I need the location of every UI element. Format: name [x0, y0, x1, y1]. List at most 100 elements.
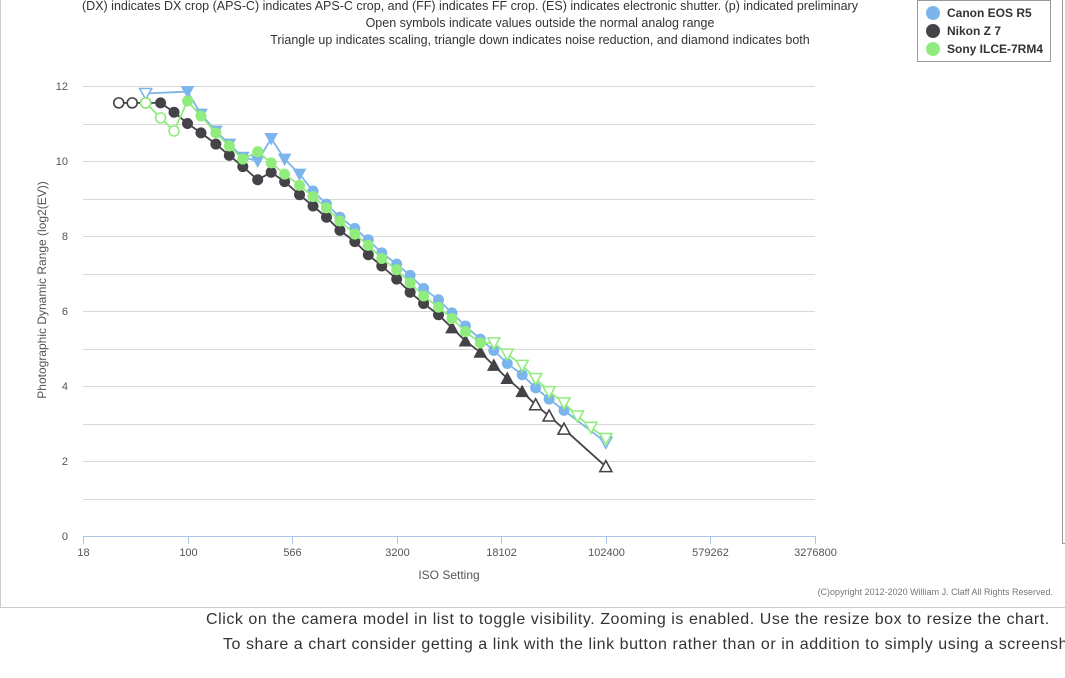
legend-item-sony-ilce-7rm4[interactable]: Sony ILCE-7RM4 [926, 40, 1044, 58]
y-tick-label: 2 [62, 456, 68, 468]
legend-label: Canon EOS R5 [947, 6, 1032, 20]
x-tick-label: 18 [77, 547, 89, 559]
y-tick-label: 0 [62, 531, 68, 543]
data-point [404, 286, 416, 298]
data-point [514, 359, 530, 374]
data-point [210, 138, 222, 150]
data-point [474, 337, 486, 349]
legend: Canon EOS R5 Nikon Z 7 Sony ILCE-7RM4 [917, 0, 1051, 62]
data-point [252, 146, 264, 158]
y-tick-label: 6 [62, 306, 68, 318]
data-point [294, 179, 306, 191]
data-point [279, 168, 291, 180]
grid-layer [83, 86, 815, 500]
data-point [445, 320, 459, 334]
legend-swatch-canon [926, 6, 940, 20]
data-point [195, 127, 207, 139]
data-point [458, 333, 473, 347]
data-point [265, 166, 277, 178]
data-point [223, 140, 235, 152]
legend-swatch-sony [926, 42, 940, 56]
x-tick-label: 18102 [486, 547, 517, 559]
series-1 [112, 97, 614, 473]
x-tick-label: 102400 [588, 547, 625, 559]
x-tick-label: 100 [179, 547, 197, 559]
dynamic-range-chart[interactable]: (DX) indicates DX crop (APS-C) indicates… [1, 0, 1065, 608]
series-layer [112, 86, 614, 473]
data-point [598, 432, 614, 447]
data-point [541, 408, 557, 422]
resize-box[interactable] [1062, 0, 1065, 544]
data-point [362, 239, 374, 251]
data-point [349, 228, 361, 240]
data-point [473, 345, 488, 358]
data-point [168, 125, 180, 137]
data-point [556, 397, 572, 411]
data-point [570, 410, 585, 424]
data-point [182, 95, 194, 107]
series-line [118, 102, 607, 468]
data-point [362, 249, 374, 261]
data-point [155, 97, 167, 109]
legend-label: Sony ILCE-7RM4 [947, 42, 1044, 56]
data-point [446, 313, 458, 324]
data-point [391, 264, 403, 276]
data-point [404, 277, 416, 289]
data-point [223, 149, 235, 161]
data-point [499, 348, 515, 362]
legend-label: Nikon Z 7 [947, 24, 1002, 38]
data-point [598, 458, 614, 473]
data-point [265, 157, 277, 169]
data-point [486, 358, 501, 371]
legend-swatch-nikon [926, 24, 940, 38]
data-point [294, 189, 306, 201]
x-tick-label: 3276800 [794, 547, 837, 559]
x-tick-label: 566 [283, 547, 301, 559]
x-axis-title: ISO Setting [418, 568, 479, 582]
data-point [391, 273, 403, 285]
data-point [320, 211, 332, 223]
y-tick-label: 4 [62, 381, 68, 393]
copyright-text: (C)opyright 2012-2020 William J. Claff A… [818, 587, 1053, 597]
data-point [433, 301, 445, 313]
data-point [139, 97, 152, 109]
data-point [500, 371, 515, 384]
x-tick-label: 3200 [385, 547, 409, 559]
data-point [418, 290, 430, 302]
data-point [210, 127, 222, 139]
data-point [138, 87, 154, 102]
data-point [541, 385, 557, 400]
y-tick-label: 12 [56, 81, 68, 93]
data-point [556, 421, 572, 435]
data-point [515, 384, 530, 398]
y-tick-label: 8 [62, 231, 68, 243]
note-line-2: Open symbols indicate values outside the… [366, 16, 715, 30]
data-point [583, 421, 599, 435]
data-point [195, 110, 207, 122]
footer-share-hint: To share a chart consider getting a link… [223, 636, 1065, 653]
y-tick-label: 10 [56, 156, 68, 168]
data-point [528, 397, 543, 411]
data-point [376, 253, 388, 264]
data-point [126, 97, 139, 109]
data-point [277, 153, 292, 167]
y-axis-title: Photographic Dynamic Range (log2(EV)) [35, 181, 49, 398]
chart-container: (DX) indicates DX crop (APS-C) indicates… [0, 0, 1065, 608]
data-point [486, 337, 502, 351]
data-point [264, 133, 279, 146]
data-point [180, 86, 195, 99]
series-line [145, 99, 607, 440]
data-point [459, 326, 471, 338]
data-point [182, 118, 194, 129]
data-point [237, 153, 249, 165]
data-point [112, 97, 125, 109]
data-point [334, 215, 346, 227]
footer-instructions: Click on the camera model in list to tog… [206, 611, 1050, 628]
data-point [528, 372, 543, 387]
data-point [168, 106, 180, 118]
legend-item-canon-eos-r5[interactable]: Canon EOS R5 [926, 4, 1044, 22]
axes-layer: 0 2 4 6 8 10 12 18 100 566 3200 18102 102400 579262 32… [56, 81, 837, 559]
data-point [154, 112, 167, 124]
note-line-1: (DX) indicates DX crop (APS-C) indicates… [82, 0, 859, 13]
legend-item-nikon-z-7[interactable]: Nikon Z 7 [926, 22, 1044, 40]
